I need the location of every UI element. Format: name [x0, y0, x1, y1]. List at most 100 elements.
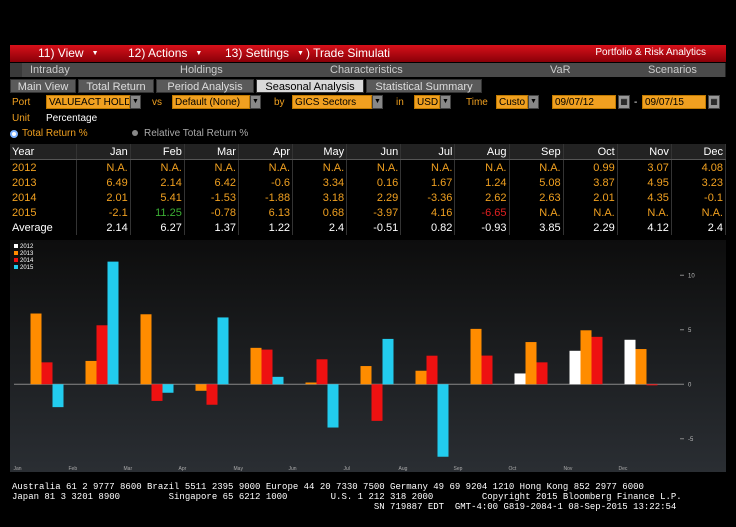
legend-label: 2013 [20, 251, 34, 257]
value-cell: N.A. [346, 159, 402, 175]
by-label: by [274, 97, 285, 108]
end-date-field[interactable]: 09/07/15 [642, 95, 706, 109]
time-dropdown-icon[interactable]: ▼ [528, 95, 539, 109]
legend-swatch [14, 258, 18, 262]
bar-2015-jan [52, 384, 64, 408]
column-header: Nov [617, 144, 672, 160]
value-cell: 2.14 [130, 175, 185, 190]
bar-2013-apr [195, 384, 207, 391]
view-menu[interactable]: 11) View ▼ [38, 46, 99, 60]
value-cell: 0.16 [346, 175, 402, 190]
tab-main-view[interactable]: Main View [10, 79, 76, 93]
bar-2012-dec [624, 339, 636, 385]
benchmark-field[interactable]: Default (None) [172, 95, 250, 109]
value-cell: -0.1 [671, 190, 727, 205]
controls-row: Port VALUEACT HOLDI ▼ vs Default (None) … [10, 95, 726, 111]
benchmark-dropdown-icon[interactable]: ▼ [250, 95, 261, 109]
tab-total-return[interactable]: Total Return [78, 79, 154, 93]
bar-2013-dec [635, 349, 647, 385]
in-label: in [396, 97, 404, 108]
legend-item: 2013 [14, 251, 33, 258]
bar-2014-mar [151, 384, 163, 401]
average-cell: 2.14 [76, 220, 131, 235]
bar-2012-nov [569, 350, 581, 385]
legend-label: 2012 [20, 244, 34, 250]
bar-2013-aug [415, 370, 427, 385]
average-row: Average 2.14 6.27 1.37 1.22 2.4 -0.51 0.82 -0.93… [10, 220, 727, 235]
value-cell: -3.97 [346, 205, 402, 220]
bar-2013-nov [580, 330, 592, 385]
bracket-icon: ) [306, 46, 314, 60]
footer: Australia 61 2 9777 8600 Brazil 5511 239… [12, 482, 728, 512]
settings-menu[interactable]: 13) Settings ▼ [225, 46, 304, 60]
value-cell: N.A. [130, 159, 185, 175]
vs-label: vs [152, 97, 162, 108]
time-field[interactable]: Custo [496, 95, 528, 109]
value-cell: 4.16 [400, 205, 456, 220]
currency-dropdown-icon[interactable]: ▼ [440, 95, 451, 109]
brand-title: Portfolio & Risk Analytics [595, 47, 706, 58]
legend-swatch [14, 244, 18, 248]
value-cell: -1.53 [184, 190, 239, 205]
x-tick-label: Feb [69, 466, 78, 472]
tab-var[interactable]: VaR [542, 63, 646, 77]
start-date-field[interactable]: 09/07/12 [552, 95, 616, 109]
value-cell: 3.18 [292, 190, 348, 205]
footer-line-1: Australia 61 2 9777 8600 Brazil 5511 239… [12, 482, 644, 492]
value-cell: 5.41 [130, 190, 185, 205]
bar-2013-jan [30, 313, 42, 385]
bar-2014-aug [426, 355, 438, 385]
value-cell: N.A. [400, 159, 456, 175]
value-cell: 2.01 [563, 190, 618, 205]
trade-simulation-menu[interactable]: ) Trade Simulati [306, 46, 391, 60]
tab-intraday[interactable]: Intraday [22, 63, 180, 77]
calendar-icon[interactable]: ▦ [708, 95, 720, 109]
port-dropdown-icon[interactable]: ▼ [130, 95, 141, 109]
dropdown-arrow-icon: ▼ [195, 50, 203, 57]
value-cell: 2.01 [76, 190, 131, 205]
tab-scenarios[interactable]: Scenarios [640, 63, 726, 77]
tab-period-analysis[interactable]: Period Analysis [156, 79, 254, 93]
average-cell: 0.82 [400, 220, 456, 235]
relative-return-radio[interactable] [132, 130, 138, 136]
y-tick-label: 5 [688, 328, 692, 334]
actions-menu[interactable]: 12) Actions ▼ [128, 46, 203, 60]
tab-holdings[interactable]: Holdings [172, 63, 328, 77]
average-cell: 2.4 [671, 220, 727, 235]
port-field[interactable]: VALUEACT HOLDI [46, 95, 130, 109]
bar-2012-oct [514, 373, 526, 385]
x-tick-label: Apr [179, 466, 187, 472]
calendar-icon[interactable]: ▦ [618, 95, 630, 109]
unit-value[interactable]: Percentage [46, 113, 98, 124]
footer-line-2: Japan 81 3 3201 8900 Singapore 65 6212 1… [12, 492, 682, 502]
grouping-dropdown-icon[interactable]: ▼ [372, 95, 383, 109]
bar-2014-jul [371, 384, 383, 421]
total-return-radio[interactable] [10, 130, 18, 138]
value-cell: 1.24 [454, 175, 510, 190]
dropdown-arrow-icon: ▼ [91, 50, 99, 57]
tab-seasonal-analysis[interactable]: Seasonal Analysis [256, 79, 364, 93]
y-tick-label: -5 [688, 437, 694, 443]
value-cell: 3.34 [292, 175, 348, 190]
relative-return-label[interactable]: Relative Total Return % [144, 128, 249, 139]
tab-characteristics[interactable]: Characteristics [322, 63, 550, 77]
bar-2013-jun [305, 382, 317, 385]
currency-field[interactable]: USD [414, 95, 440, 109]
value-cell: 11.25 [130, 205, 185, 220]
average-label: Average [10, 220, 77, 235]
x-tick-label: Mar [124, 466, 133, 472]
value-cell: 0.99 [563, 159, 618, 175]
value-cell: -0.78 [184, 205, 239, 220]
value-cell: 1.67 [400, 175, 456, 190]
column-header: Sep [509, 144, 564, 160]
tab-statistical-summary[interactable]: Statistical Summary [366, 79, 482, 93]
value-cell: 2.62 [454, 190, 510, 205]
value-cell: -0.6 [238, 175, 294, 190]
total-return-label[interactable]: Total Return % [22, 128, 88, 139]
footer-line-3: SN 719887 EDT GMT-4:00 G819-2084-1 08-Se… [12, 502, 677, 512]
grouping-field[interactable]: GICS Sectors [292, 95, 372, 109]
table-row: 2014 2.01 5.41 -1.53 -1.88 3.18 2.29 -3.36 2.62 2… [10, 190, 727, 205]
average-cell: 2.29 [563, 220, 618, 235]
legend-item: 2014 [14, 258, 33, 265]
column-header: Oct [563, 144, 618, 160]
